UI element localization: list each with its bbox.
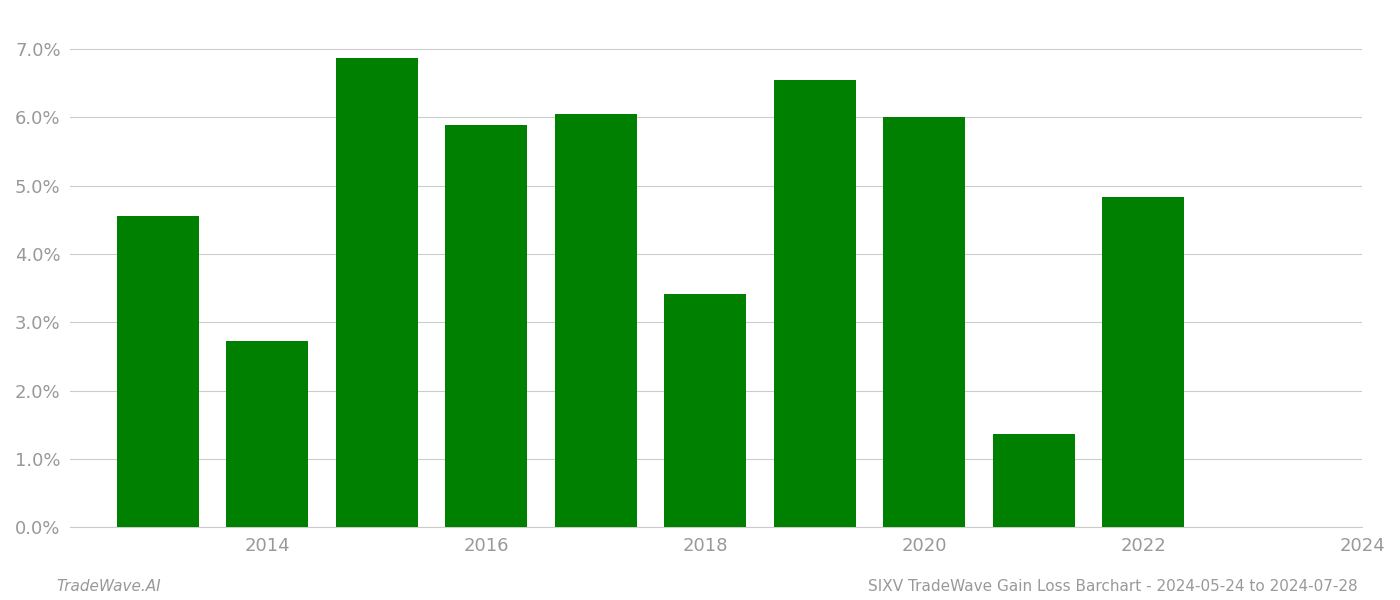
Bar (116, 217, 199, 527)
Bar (774, 80, 855, 527)
Bar (883, 118, 965, 527)
Bar (554, 114, 637, 527)
Text: SIXV TradeWave Gain Loss Barchart - 2024-05-24 to 2024-07-28: SIXV TradeWave Gain Loss Barchart - 2024… (868, 579, 1358, 594)
Bar (993, 434, 1075, 527)
Bar (1102, 197, 1184, 527)
Bar (336, 58, 419, 527)
Bar (227, 341, 308, 527)
Bar (664, 293, 746, 527)
Bar (445, 125, 528, 527)
Text: TradeWave.AI: TradeWave.AI (56, 579, 161, 594)
